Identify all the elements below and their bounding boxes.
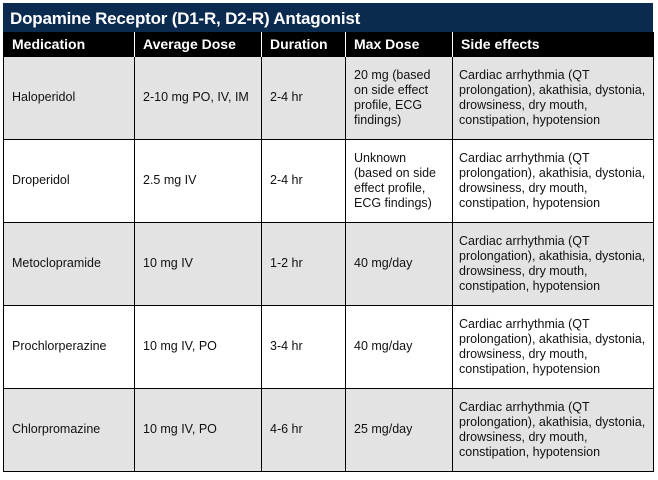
cell-duration: 2-4 hr [261, 55, 346, 140]
table-row: Prochlorperazine 10 mg IV, PO 3-4 hr 40 … [3, 304, 654, 389]
header-duration: Duration [261, 32, 346, 56]
header-average-dose: Average Dose [134, 32, 262, 56]
header-row: Medication Average Dose Duration Max Dos… [3, 32, 654, 56]
cell-medication: Droperidol [3, 138, 135, 223]
cell-max-dose: 40 mg/day [345, 221, 453, 306]
medication-table: Medication Average Dose Duration Max Dos… [3, 32, 654, 472]
cell-average-dose: 2.5 mg IV [134, 138, 262, 223]
table-row: Haloperidol 2-10 mg PO, IV, IM 2-4 hr 20… [3, 55, 654, 140]
cell-duration: 2-4 hr [261, 138, 346, 223]
cell-duration: 1-2 hr [261, 221, 346, 306]
cell-average-dose: 10 mg IV, PO [134, 387, 262, 472]
cell-max-dose: Unknown (based on side effect profile, E… [345, 138, 453, 223]
cell-average-dose: 10 mg IV [134, 221, 262, 306]
table-title: Dopamine Receptor (D1-R, D2-R) Antagonis… [3, 3, 653, 32]
cell-side-effects: Cardiac arrhythmia (QT prolongation), ak… [452, 55, 654, 140]
cell-side-effects: Cardiac arrhythmia (QT prolongation), ak… [452, 304, 654, 389]
cell-side-effects: Cardiac arrhythmia (QT prolongation), ak… [452, 387, 654, 472]
cell-medication: Haloperidol [3, 55, 135, 140]
header-medication: Medication [3, 32, 135, 56]
cell-medication: Chlorpromazine [3, 387, 135, 472]
cell-side-effects: Cardiac arrhythmia (QT prolongation), ak… [452, 221, 654, 306]
cell-max-dose: 25 mg/day [345, 387, 453, 472]
cell-max-dose: 20 mg (based on side effect profile, ECG… [345, 55, 453, 140]
cell-side-effects: Cardiac arrhythmia (QT prolongation), ak… [452, 138, 654, 223]
header-max-dose: Max Dose [345, 32, 453, 56]
table-row: Droperidol 2.5 mg IV 2-4 hr Unknown (bas… [3, 138, 654, 223]
cell-medication: Metoclopramide [3, 221, 135, 306]
drug-table-container: Dopamine Receptor (D1-R, D2-R) Antagonis… [3, 3, 654, 472]
table-row: Metoclopramide 10 mg IV 1-2 hr 40 mg/day… [3, 221, 654, 306]
cell-max-dose: 40 mg/day [345, 304, 453, 389]
header-side-effects: Side effects [452, 32, 654, 56]
cell-duration: 3-4 hr [261, 304, 346, 389]
cell-average-dose: 2-10 mg PO, IV, IM [134, 55, 262, 140]
table-row: Chlorpromazine 10 mg IV, PO 4-6 hr 25 mg… [3, 387, 654, 472]
cell-average-dose: 10 mg IV, PO [134, 304, 262, 389]
cell-duration: 4-6 hr [261, 387, 346, 472]
cell-medication: Prochlorperazine [3, 304, 135, 389]
